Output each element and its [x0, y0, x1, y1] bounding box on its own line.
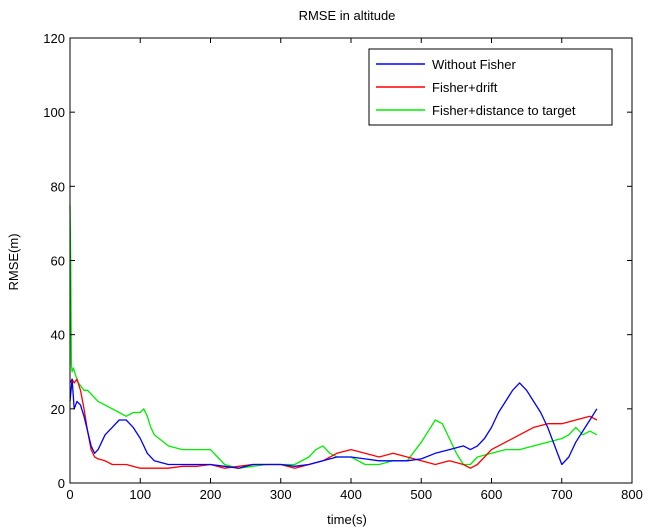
x-tick-label: 200 [200, 487, 222, 502]
legend: Without Fisher Fisher+drift Fisher+dista… [368, 48, 613, 126]
plot-frame [69, 37, 633, 484]
y-tick-label: 120 [43, 31, 65, 46]
series-layer [69, 204, 598, 469]
chart-title: RMSE in altitude [299, 8, 396, 23]
y-tick-label: 20 [51, 402, 65, 417]
x-axis-label: time(s) [327, 512, 367, 527]
x-tick-label: 100 [129, 487, 151, 502]
y-tick-label: 80 [51, 179, 65, 194]
y-axis-label: RMSE(m) [6, 233, 21, 290]
x-tick-label: 300 [270, 487, 292, 502]
series-line-fisher-drift [69, 378, 598, 469]
legend-label-fisher-distance: Fisher+distance to target [432, 103, 576, 118]
series-line-fisher-distance-to-target [69, 204, 598, 469]
x-tick-label: 400 [340, 487, 362, 502]
x-tick-label: 0 [66, 487, 73, 502]
y-tick-label: 60 [51, 254, 65, 269]
x-tick-label: 700 [551, 487, 573, 502]
x-tick-label: 800 [621, 487, 643, 502]
legend-label-fisher-drift: Fisher+drift [432, 80, 498, 95]
y-tick-label: 100 [43, 105, 65, 120]
x-tick-label: 500 [410, 487, 432, 502]
x-tick-label: 600 [481, 487, 503, 502]
y-tick-label: 0 [58, 476, 65, 491]
series-line-without-fisher [69, 378, 598, 469]
ticks-layer: 0 100 200 300 400 500 600 700 800 0 20 40 60 80 100 120 [43, 31, 643, 502]
y-tick-label: 40 [51, 328, 65, 343]
legend-label-without-fisher: Without Fisher [432, 57, 516, 72]
